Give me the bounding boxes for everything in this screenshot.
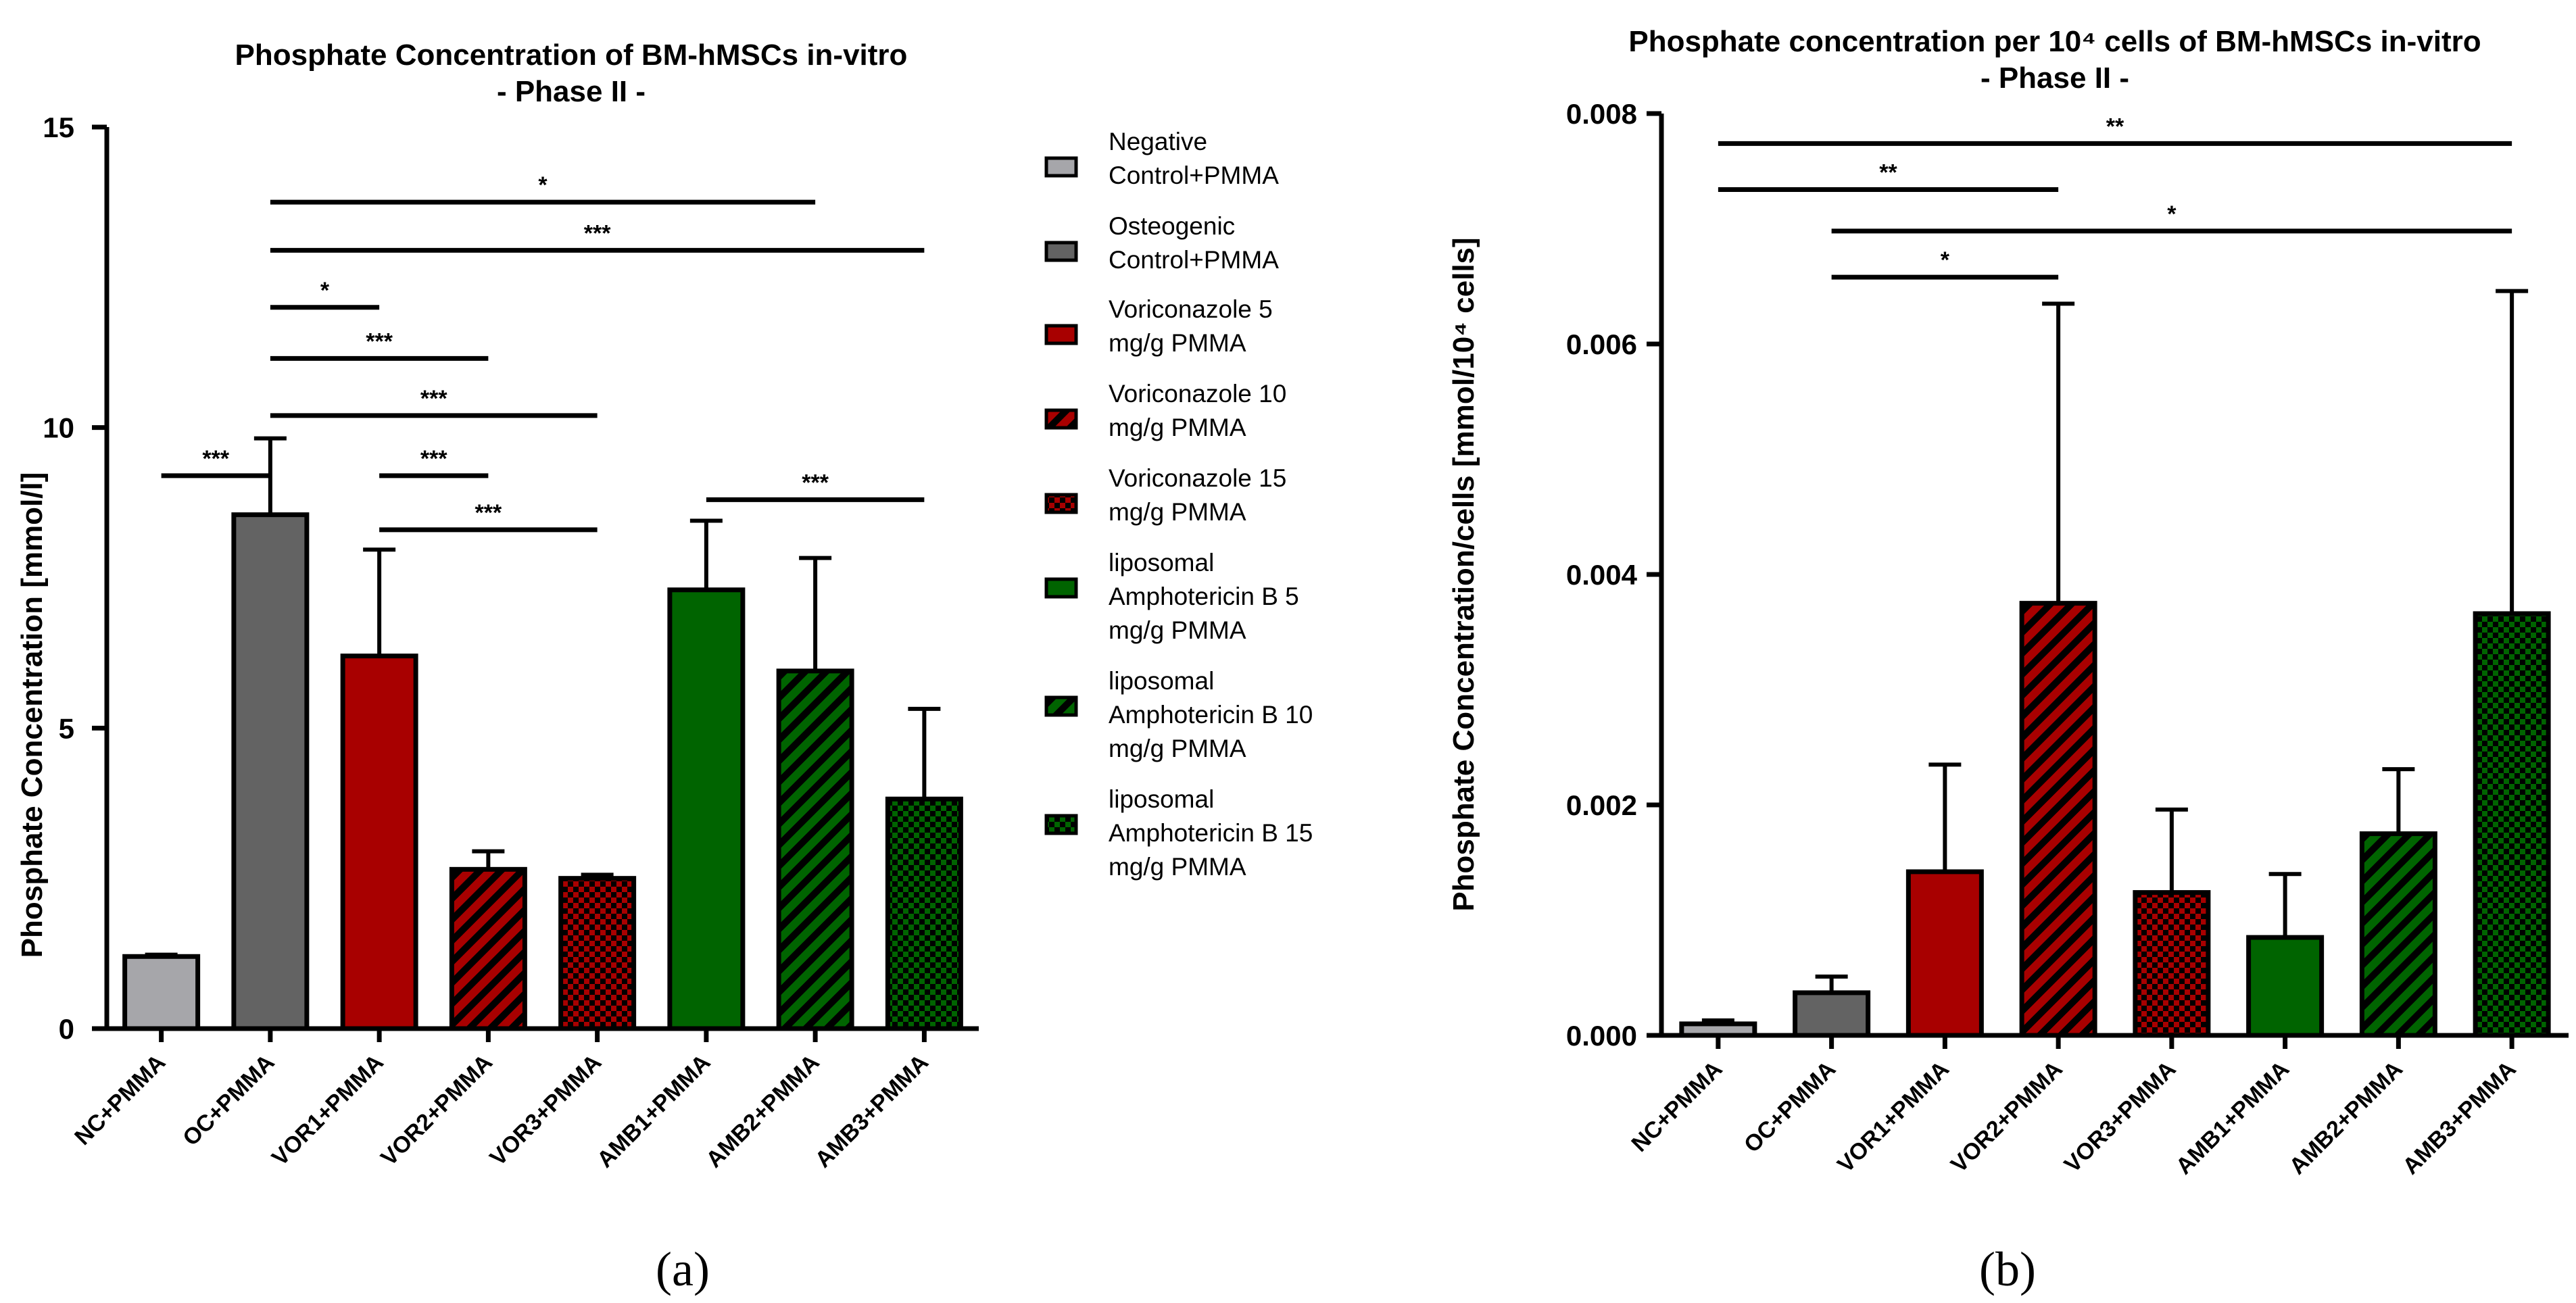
chart-b-significance-label: * — [2167, 201, 2177, 227]
chart-b-significance-label: * — [1941, 247, 1950, 273]
chart-a-title: Phosphate Concentration of BM-hMSCs in-v… — [235, 39, 908, 72]
chart-a-legend: Negative Control+PMMA Osteogenic Control+PM… — [1044, 128, 1313, 881]
legend-swatch — [1044, 493, 1078, 514]
legend-label: liposomal — [1109, 667, 1214, 695]
chart-b-significance-label: ** — [2106, 114, 2124, 139]
legend-swatch — [1044, 695, 1078, 717]
chart-a-significance-label: *** — [420, 386, 447, 412]
chart-a-significance-label: * — [320, 278, 330, 303]
chart-a-category-label: VOR2+PMMA — [376, 1050, 497, 1171]
chart-a-subtitle: - Phase II - — [497, 75, 646, 108]
legend-label: Amphotericin B 5 — [1109, 583, 1299, 610]
chart-b-category-label: AMB1+PMMA — [2171, 1056, 2294, 1179]
legend-label: Amphotericin B 10 — [1109, 701, 1313, 729]
legend-label: mg/g PMMA — [1109, 735, 1246, 762]
legend-label: liposomal — [1109, 549, 1214, 576]
legend-label: Osteogenic — [1109, 212, 1235, 240]
legend-label: Control+PMMA — [1109, 246, 1279, 274]
chart-a-significance-label: *** — [802, 470, 829, 495]
chart-a-bar — [231, 512, 310, 1031]
chart-b-title: Phosphate concentration per 10⁴ cells of… — [1628, 25, 2481, 58]
legend-label: Control+PMMA — [1109, 162, 1279, 189]
legend-swatch — [1044, 814, 1078, 835]
chart-a-bar — [340, 654, 418, 1031]
chart-b-panel-label: (b) — [1979, 1242, 2036, 1296]
chart-panel-b: Phosphate concentration per 10⁴ cells of… — [1447, 25, 2569, 1296]
legend-swatch — [1044, 577, 1078, 599]
chart-a-bar — [667, 587, 746, 1031]
chart-a-bar — [776, 668, 854, 1031]
legend-swatch — [1044, 156, 1078, 178]
legend-swatch — [1044, 408, 1078, 430]
legend-label: Negative — [1109, 128, 1207, 155]
legend-swatch — [1044, 241, 1078, 262]
chart-a-y-tick-label: 15 — [43, 112, 74, 143]
chart-b-y-tick-label: 0.008 — [1566, 98, 1637, 130]
chart-a-bar — [558, 876, 637, 1031]
chart-a-category-label: AMB2+PMMA — [701, 1050, 824, 1173]
chart-b-bar — [2246, 935, 2325, 1038]
chart-a-y-tick-label: 5 — [59, 712, 74, 744]
chart-a-significance-label: *** — [202, 446, 229, 472]
chart-b-y-tick-label: 0.000 — [1566, 1020, 1637, 1052]
chart-b-bar — [1905, 869, 1984, 1038]
chart-b-bar — [2473, 611, 2551, 1038]
chart-a-bar — [885, 796, 963, 1031]
chart-a-significance-label: * — [538, 172, 548, 198]
chart-b-bar — [2133, 890, 2211, 1038]
chart-b-significance: ****** — [1718, 114, 2512, 280]
chart-a-significance-label: *** — [420, 446, 447, 472]
chart-a-bar — [449, 866, 527, 1031]
legend-label: Voriconazole 5 — [1109, 295, 1273, 323]
chart-b-category-label: VOR3+PMMA — [2060, 1056, 2181, 1178]
chart-a-category-label: NC+PMMA — [70, 1050, 170, 1150]
chart-a-bars — [122, 436, 963, 1031]
chart-b-category-label: AMB2+PMMA — [2285, 1056, 2408, 1179]
legend-swatch — [1044, 324, 1078, 345]
legend-label: mg/g PMMA — [1109, 414, 1246, 441]
legend-label: Voriconazole 15 — [1109, 464, 1286, 492]
legend-label: Amphotericin B 15 — [1109, 819, 1313, 847]
chart-a-category-label: VOR3+PMMA — [485, 1050, 606, 1171]
chart-a-significance-label: *** — [366, 328, 393, 354]
chart-a-category-label: OC+PMMA — [178, 1050, 279, 1151]
chart-a-bar — [122, 954, 201, 1031]
legend-label: Voriconazole 10 — [1109, 380, 1286, 408]
legend-label: liposomal — [1109, 785, 1214, 813]
chart-b-y-tick-label: 0.004 — [1566, 559, 1638, 591]
chart-a-significance: *********************** — [161, 172, 925, 533]
chart-a-category-label: AMB3+PMMA — [810, 1050, 933, 1173]
chart-b-category-label: OC+PMMA — [1739, 1056, 1841, 1158]
chart-a-panel-label: (a) — [656, 1242, 710, 1296]
chart-b-y-tick-label: 0.006 — [1566, 328, 1637, 360]
chart-b-y-axis-label: Phosphate Concentration/cells [mmol/10⁴ … — [1447, 237, 1480, 911]
chart-b-category-label: NC+PMMA — [1626, 1056, 1727, 1157]
chart-a-significance-label: *** — [475, 500, 502, 526]
legend-label: mg/g PMMA — [1109, 616, 1246, 644]
chart-a-category-label: VOR1+PMMA — [267, 1050, 389, 1171]
legend-label: mg/g PMMA — [1109, 853, 1246, 881]
chart-a-category-label: AMB1+PMMA — [592, 1050, 715, 1173]
chart-b-bar — [1793, 990, 1871, 1038]
chart-a-y-tick-label: 0 — [59, 1013, 74, 1045]
chart-b-significance-label: ** — [1879, 160, 1897, 186]
chart-a-significance-label: *** — [584, 220, 611, 246]
chart-b-bar — [2019, 601, 2097, 1038]
chart-b-bar — [1679, 1021, 1757, 1038]
chart-b-category-label: VOR1+PMMA — [1832, 1056, 1954, 1178]
chart-b-subtitle: - Phase II - — [1980, 62, 2129, 95]
chart-b-bar — [2359, 831, 2437, 1038]
chart-panel-a: Phosphate Concentration of BM-hMSCs in-v… — [16, 39, 1313, 1296]
chart-b-y-tick-label: 0.002 — [1566, 789, 1637, 821]
chart-a-y-tick-label: 10 — [43, 412, 74, 444]
chart-b-bars — [1679, 289, 2551, 1038]
chart-b-category-label: AMB3+PMMA — [2398, 1056, 2521, 1179]
legend-label: mg/g PMMA — [1109, 498, 1246, 526]
chart-a-y-axis-label: Phosphate Concentration [mmol/l] — [16, 472, 49, 958]
chart-b-category-label: VOR2+PMMA — [1946, 1056, 2068, 1178]
legend-label: mg/g PMMA — [1109, 329, 1246, 357]
